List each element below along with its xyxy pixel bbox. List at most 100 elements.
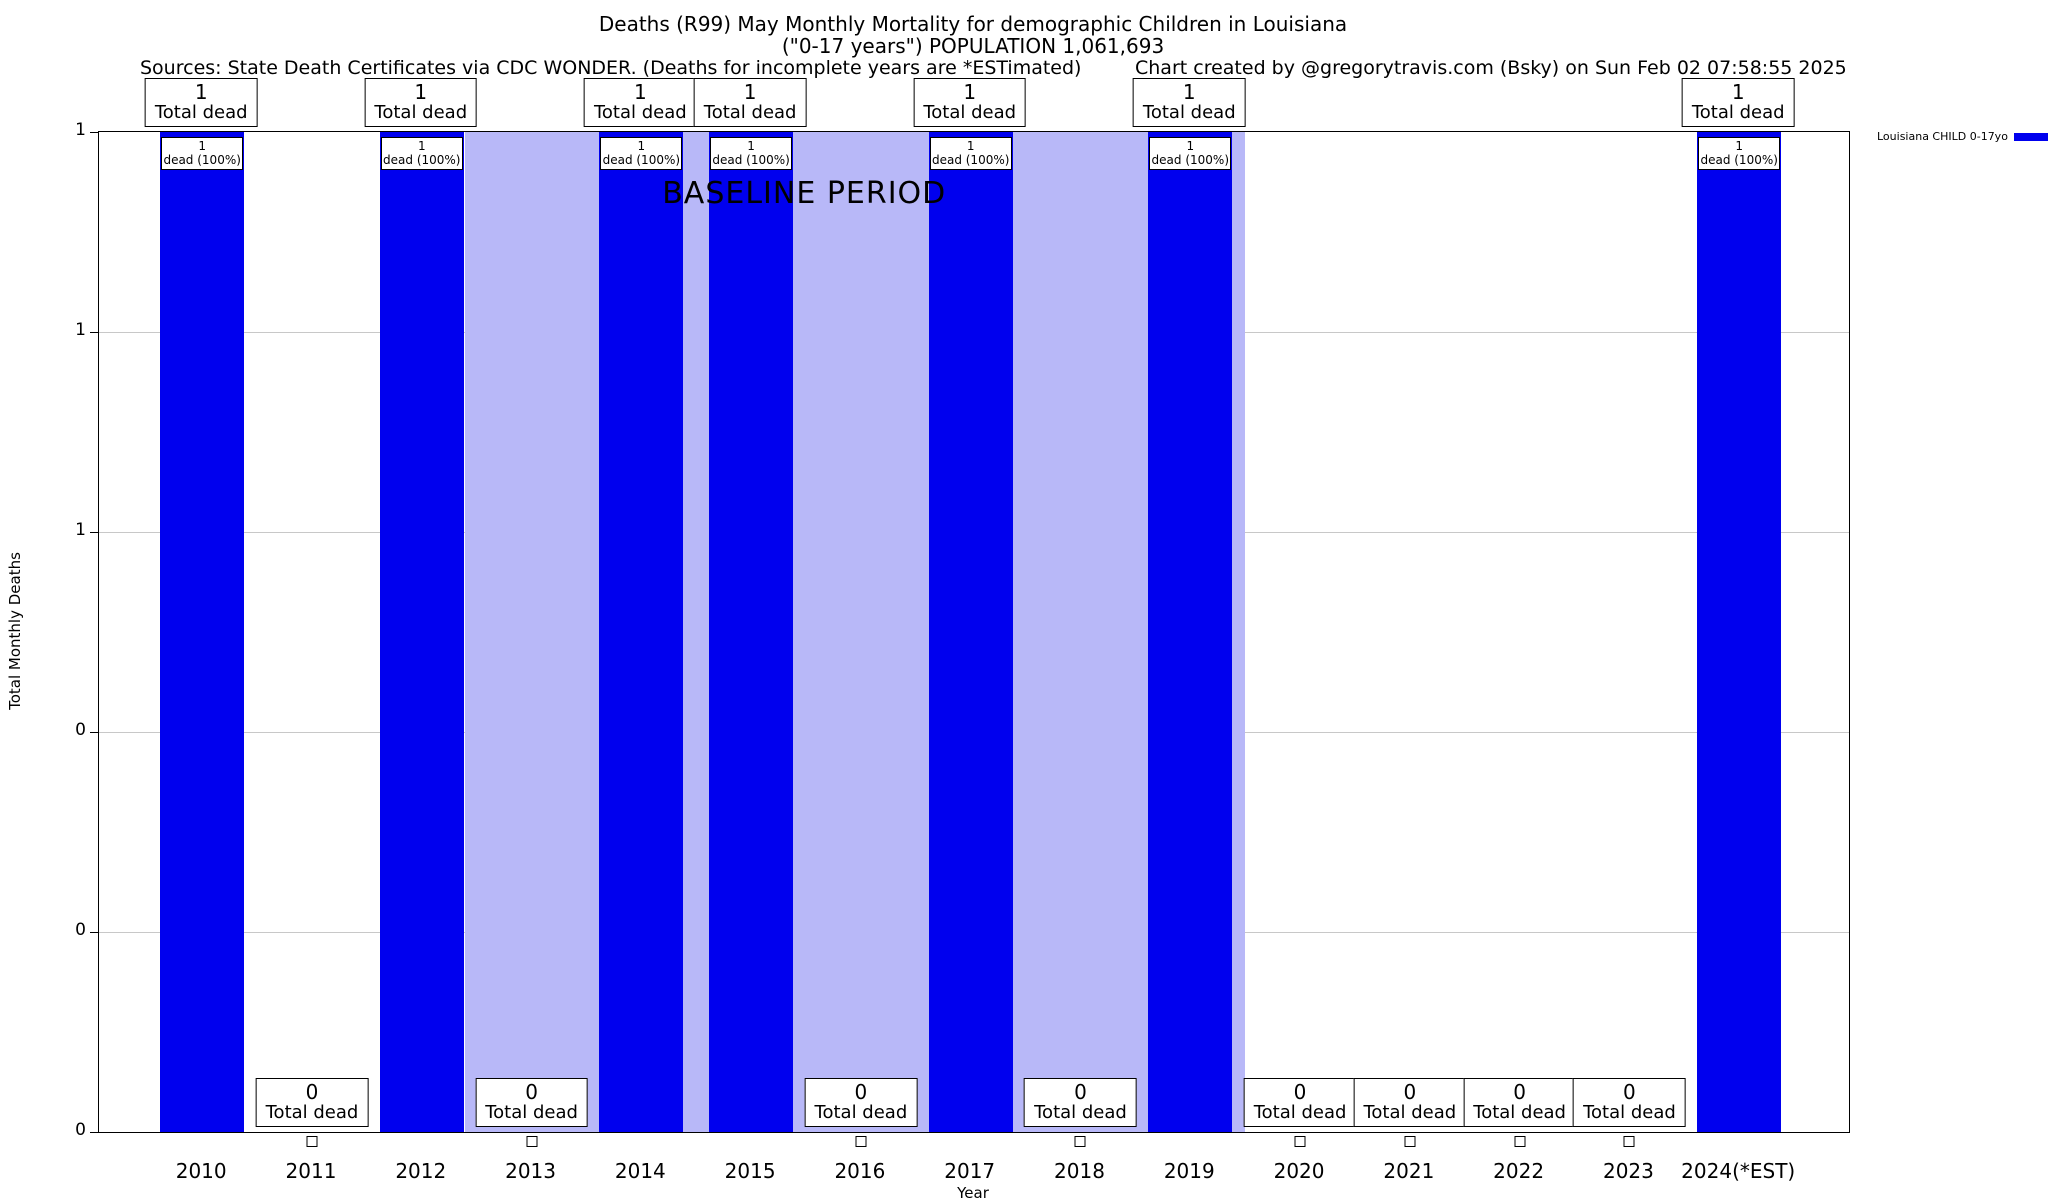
x-tick-label: 2019	[1163, 1159, 1215, 1183]
zero-dead-label: Total dead	[1363, 1102, 1457, 1123]
total-dead-value: 1	[743, 80, 757, 104]
inner-annotation-value: 1	[747, 139, 755, 153]
y-tick-label: 0	[75, 920, 86, 940]
x-tick-label: 2016	[834, 1159, 886, 1183]
zero-dead-box: 0 Total dead	[255, 1078, 369, 1127]
baseline-label: BASELINE PERIOD	[662, 176, 947, 211]
zero-dead-box: 0 Total dead	[804, 1078, 918, 1127]
inner-annotation-label: dead (100%)	[602, 153, 681, 167]
y-axis-labels: 1 1 1 0 0 0	[44, 120, 92, 1140]
x-tick-label: 2012	[395, 1159, 447, 1183]
total-dead-label: Total dead	[1691, 102, 1785, 123]
chart-title: Deaths (R99) May Monthly Mortality for d…	[598, 12, 1348, 36]
y-tick-label: 0	[75, 720, 86, 740]
legend-swatch	[2013, 132, 2048, 141]
inner-annotation-label: dead (100%)	[1700, 153, 1778, 167]
bar-2012	[379, 132, 464, 1132]
total-dead-label: Total dead	[703, 102, 797, 123]
y-tick-mark	[90, 131, 99, 133]
credit-note: Chart created by @gregorytravis.com (Bsk…	[1135, 57, 1847, 79]
baseline-region	[464, 132, 1246, 1132]
inner-annotation-value: 1	[198, 139, 206, 153]
total-dead-box: 1 Total dead	[144, 78, 258, 127]
zero-marker	[1074, 1136, 1086, 1147]
bar-inner-annotation: 1 dead (100%)	[710, 137, 793, 170]
zero-dead-box: 0 Total dead	[475, 1078, 588, 1127]
total-dead-box: 1 Total dead	[913, 78, 1027, 127]
total-dead-label: Total dead	[154, 102, 248, 123]
total-dead-label: Total dead	[923, 102, 1017, 123]
zero-dead-label: Total dead	[1473, 1102, 1566, 1123]
sources-note: Sources: State Death Certificates via CD…	[140, 57, 1082, 79]
zero-dead-value: 0	[305, 1080, 319, 1104]
x-tick-label: 2020	[1273, 1159, 1325, 1183]
total-dead-value: 1	[963, 80, 977, 104]
legend: Louisiana CHILD 0-17yo	[1877, 130, 2048, 143]
total-dead-box: 1 Total dead	[364, 78, 478, 127]
inner-annotation-value: 1	[1186, 139, 1195, 153]
total-dead-value: 1	[194, 80, 208, 104]
zero-marker	[855, 1136, 867, 1147]
zero-dead-label: Total dead	[1583, 1102, 1676, 1123]
bar-inner-annotation: 1 dead (100%)	[1698, 137, 1781, 170]
zero-marker	[1294, 1136, 1306, 1147]
total-dead-label: Total dead	[374, 102, 468, 123]
zero-marker	[306, 1136, 318, 1147]
y-tick-label: 0	[75, 1120, 86, 1140]
inner-annotation-label: dead (100%)	[163, 153, 241, 167]
bar-inner-annotation: 1 dead (100%)	[1149, 137, 1232, 170]
inner-annotation-value: 1	[417, 139, 426, 153]
zero-dead-box: 0 Total dead	[1353, 1078, 1467, 1127]
y-tick-mark	[90, 331, 99, 333]
inner-annotation-label: dead (100%)	[712, 153, 790, 167]
inner-annotation-value: 1	[637, 139, 646, 153]
x-tick-label: 2013	[505, 1159, 557, 1183]
y-tick-label: 1	[75, 520, 86, 540]
x-tick-label: 2021	[1383, 1159, 1435, 1183]
y-tick-label: 1	[75, 320, 86, 340]
zero-dead-label: Total dead	[1034, 1102, 1127, 1123]
x-tick-label: 2015	[724, 1159, 776, 1183]
zero-dead-value: 0	[525, 1080, 538, 1104]
zero-dead-label: Total dead	[814, 1102, 908, 1123]
zero-dead-box: 0 Total dead	[1573, 1078, 1686, 1127]
x-tick-label: 2014	[614, 1159, 666, 1183]
total-dead-box: 1 Total dead	[1132, 78, 1246, 127]
zero-dead-box: 0 Total dead	[1243, 1078, 1357, 1127]
total-dead-value: 1	[633, 80, 647, 104]
zero-dead-value: 0	[1074, 1080, 1087, 1104]
inner-annotation-label: dead (100%)	[383, 153, 461, 167]
zero-dead-value: 0	[1513, 1080, 1526, 1104]
zero-dead-value: 0	[1293, 1080, 1307, 1104]
x-tick-label: 2011	[285, 1159, 337, 1183]
x-axis-labels: 2010 2011 2012 2013 2014 2015 2016 2017 2018 2019…	[98, 1159, 1848, 1185]
x-tick-label: 2022	[1493, 1159, 1545, 1183]
total-dead-value: 1	[1731, 80, 1745, 104]
bar-2010	[160, 132, 245, 1132]
total-dead-label: Total dead	[1142, 102, 1236, 123]
bar-inner-annotation: 1 dead (100%)	[380, 137, 463, 170]
bar-inner-annotation: 1 dead (100%)	[929, 137, 1012, 170]
total-dead-box: 1 Total dead	[583, 78, 697, 127]
y-tick-mark	[90, 931, 99, 933]
inner-annotation-value: 1	[966, 139, 975, 153]
y-tick-mark	[90, 531, 99, 533]
zero-dead-label: Total dead	[485, 1102, 578, 1123]
inner-annotation-label: dead (100%)	[1151, 153, 1230, 167]
bar-2015	[709, 132, 794, 1132]
x-tick-label: 2018	[1054, 1159, 1105, 1183]
plot-area: BASELINE PERIOD 1 dead (100%) 0 Total dead 1…	[90, 131, 1850, 1147]
legend-label: Louisiana CHILD 0-17yo	[1877, 130, 2008, 143]
zero-marker	[526, 1136, 538, 1147]
total-dead-value: 1	[1182, 80, 1196, 104]
zero-dead-label: Total dead	[265, 1102, 359, 1123]
top-annotations: 1 Total dead 1 Total dead 1 Total dead 1 Total …	[98, 78, 1848, 129]
zero-marker	[1404, 1136, 1416, 1147]
zero-dead-box: 0 Total dead	[1463, 1078, 1576, 1127]
y-tick-mark	[90, 731, 99, 733]
bar-inner-annotation: 1 dead (100%)	[161, 137, 244, 170]
total-dead-label: Total dead	[593, 102, 687, 123]
zero-marker	[1623, 1136, 1635, 1147]
inner-annotation-label: dead (100%)	[931, 153, 1010, 167]
